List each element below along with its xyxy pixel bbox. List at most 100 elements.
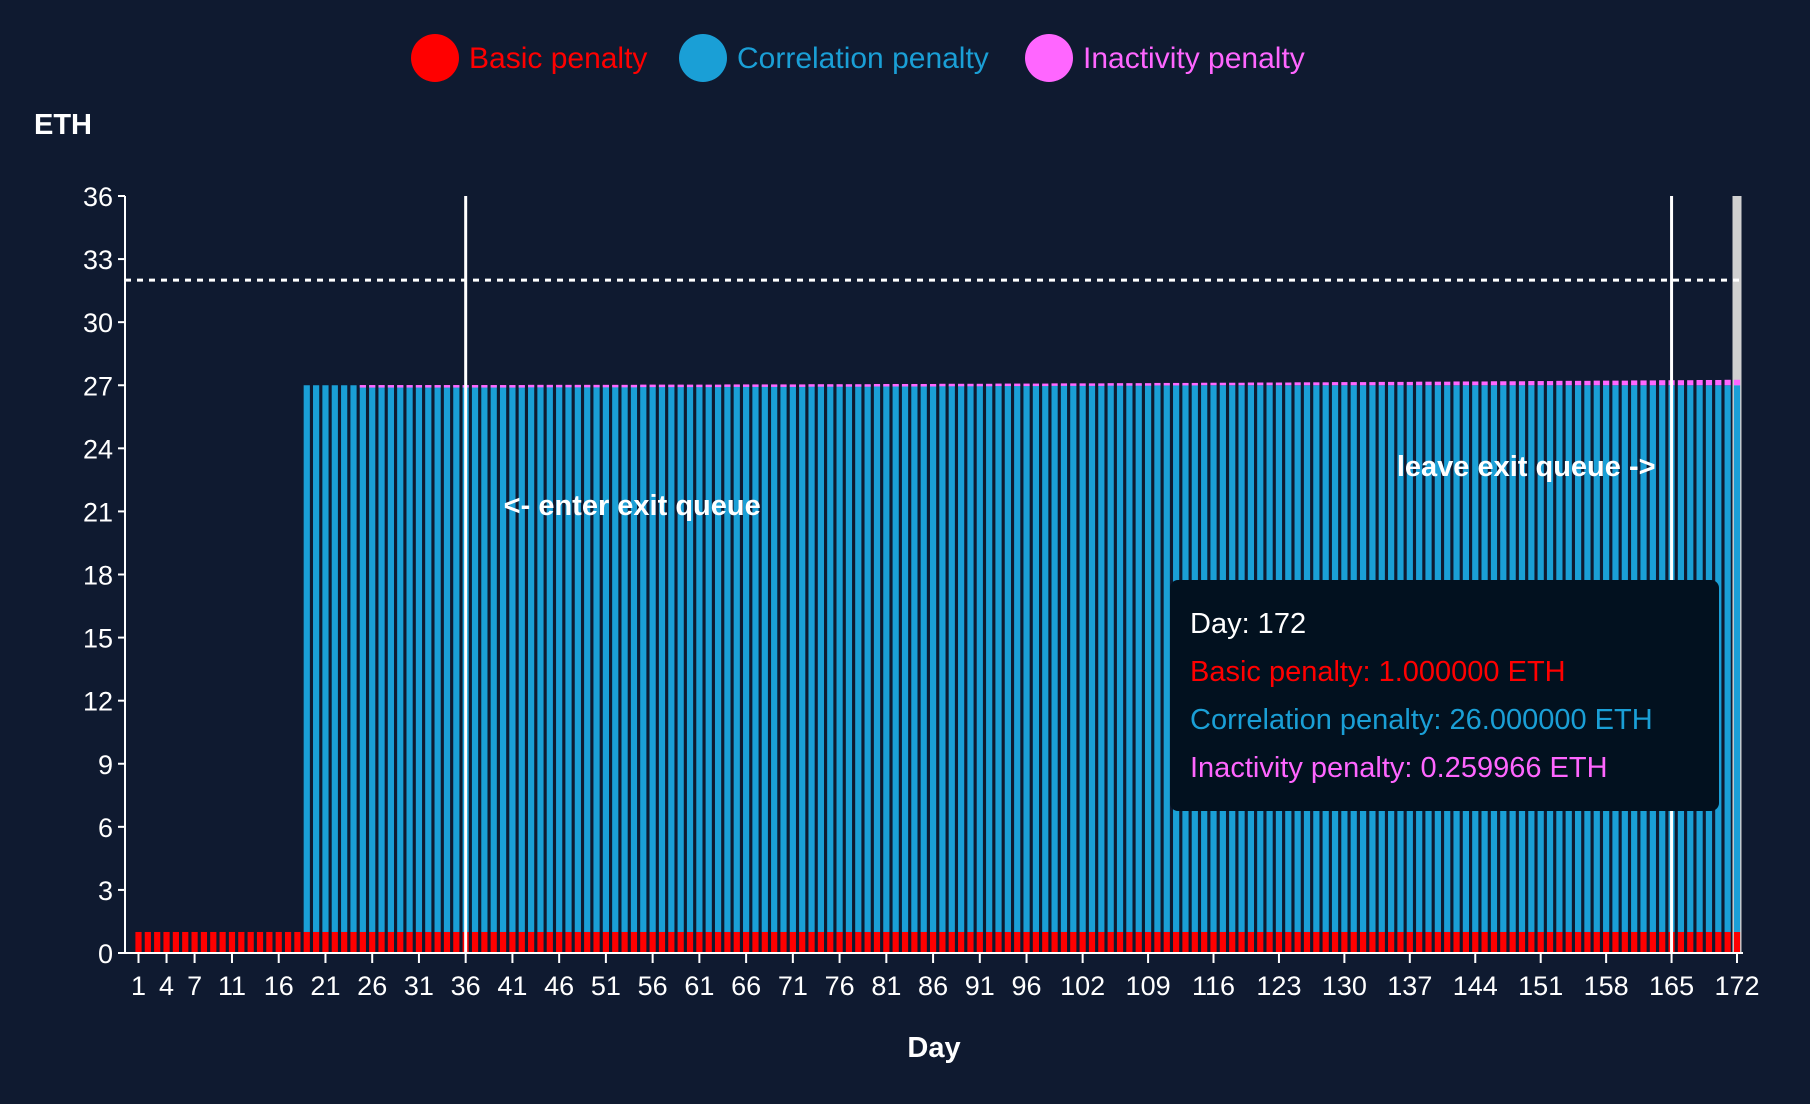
bar-day-111-basic[interactable]: [1163, 931, 1170, 953]
bar-day-151-inactivity[interactable]: [1537, 381, 1544, 386]
bar-day-52-basic[interactable]: [612, 931, 619, 953]
bar-day-84-basic[interactable]: [911, 931, 918, 953]
bar-day-41-correlation[interactable]: [509, 385, 516, 932]
bar-day-130-basic[interactable]: [1341, 931, 1348, 953]
bar-day-67-basic[interactable]: [752, 931, 759, 953]
bar-day-39-basic[interactable]: [490, 931, 497, 953]
bar-day-147-inactivity[interactable]: [1500, 381, 1507, 386]
bar-day-73-correlation[interactable]: [808, 385, 815, 932]
bar-day-31-basic[interactable]: [415, 931, 423, 953]
bar-day-167-basic[interactable]: [1687, 931, 1694, 953]
bar-day-118-inactivity[interactable]: [1229, 382, 1236, 386]
bar-day-1-basic[interactable]: [135, 931, 142, 953]
bar-day-51-correlation[interactable]: [602, 385, 609, 932]
bar-day-65-basic[interactable]: [733, 931, 740, 953]
bar-day-100-correlation[interactable]: [1060, 385, 1068, 932]
bar-day-28-correlation[interactable]: [387, 385, 394, 932]
bar-day-47-basic[interactable]: [565, 931, 572, 953]
bar-day-6-basic[interactable]: [182, 931, 189, 953]
bar-day-62-inactivity[interactable]: [705, 384, 712, 388]
bar-day-71-correlation[interactable]: [789, 385, 796, 932]
bar-day-144-inactivity[interactable]: [1472, 381, 1479, 386]
bar-day-138-inactivity[interactable]: [1416, 381, 1423, 386]
bar-day-86-inactivity[interactable]: [929, 383, 937, 387]
bar-day-67-inactivity[interactable]: [752, 384, 759, 387]
bar-day-141-basic[interactable]: [1444, 931, 1451, 953]
bar-day-152-basic[interactable]: [1546, 931, 1554, 953]
bar-day-97-basic[interactable]: [1032, 931, 1040, 953]
bar-day-125-basic[interactable]: [1294, 931, 1301, 953]
bar-day-31-correlation[interactable]: [415, 385, 423, 932]
bar-day-76-basic[interactable]: [836, 931, 843, 953]
bar-day-5-basic[interactable]: [172, 931, 179, 953]
bar-day-100-basic[interactable]: [1060, 931, 1068, 953]
legend-label-2[interactable]: Inactivity penalty: [1083, 42, 1305, 75]
bar-day-10-basic[interactable]: [219, 931, 226, 953]
bar-day-32-basic[interactable]: [425, 931, 432, 953]
bar-day-103-inactivity[interactable]: [1088, 383, 1096, 386]
bar-day-64-inactivity[interactable]: [724, 384, 731, 387]
bar-day-45-inactivity[interactable]: [546, 384, 553, 388]
bar-day-15-basic[interactable]: [266, 931, 273, 953]
bar-day-159-basic[interactable]: [1612, 931, 1619, 953]
bar-day-19-basic[interactable]: [303, 931, 310, 953]
bar-day-48-basic[interactable]: [574, 931, 581, 953]
bar-day-132-inactivity[interactable]: [1359, 382, 1367, 386]
bar-day-56-correlation[interactable]: [649, 385, 656, 932]
bar-day-64-basic[interactable]: [724, 931, 731, 953]
bar-day-68-correlation[interactable]: [761, 385, 768, 932]
bar-day-96-basic[interactable]: [1023, 931, 1030, 953]
bar-day-66-inactivity[interactable]: [743, 384, 750, 387]
bar-day-20-basic[interactable]: [313, 931, 320, 953]
bar-day-74-inactivity[interactable]: [817, 384, 825, 387]
bar-day-158-inactivity[interactable]: [1603, 380, 1610, 386]
bar-day-98-basic[interactable]: [1042, 931, 1049, 953]
bar-day-76-correlation[interactable]: [836, 385, 843, 932]
bar-day-141-inactivity[interactable]: [1444, 381, 1451, 386]
bar-day-148-inactivity[interactable]: [1509, 381, 1516, 386]
bar-day-70-correlation[interactable]: [780, 385, 787, 932]
bar-day-110-basic[interactable]: [1154, 931, 1161, 953]
bar-day-125-inactivity[interactable]: [1294, 382, 1301, 386]
bar-day-49-basic[interactable]: [584, 931, 591, 953]
bar-day-80-basic[interactable]: [873, 931, 881, 953]
bar-day-131-inactivity[interactable]: [1350, 382, 1357, 386]
bar-day-46-basic[interactable]: [556, 931, 563, 953]
bar-day-33-basic[interactable]: [434, 931, 441, 953]
bar-day-23-basic[interactable]: [341, 931, 348, 953]
bar-day-13-basic[interactable]: [247, 931, 254, 953]
bar-day-74-correlation[interactable]: [817, 385, 825, 932]
bar-day-163-inactivity[interactable]: [1649, 380, 1656, 386]
bar-day-95-basic[interactable]: [1014, 931, 1021, 953]
bar-day-11-basic[interactable]: [228, 931, 236, 953]
bar-day-83-basic[interactable]: [901, 931, 909, 953]
bar-day-92-basic[interactable]: [986, 931, 993, 953]
bar-day-17-basic[interactable]: [284, 931, 292, 953]
bar-day-82-inactivity[interactable]: [892, 383, 899, 387]
bar-day-38-correlation[interactable]: [481, 385, 488, 932]
bar-day-58-basic[interactable]: [668, 931, 675, 953]
bar-day-53-inactivity[interactable]: [621, 384, 628, 388]
bar-day-156-inactivity[interactable]: [1584, 380, 1591, 386]
bar-day-105-correlation[interactable]: [1107, 385, 1114, 932]
bar-day-61-inactivity[interactable]: [696, 384, 703, 388]
bar-day-80-correlation[interactable]: [873, 385, 881, 932]
bar-day-85-inactivity[interactable]: [920, 383, 927, 387]
bar-day-34-basic[interactable]: [443, 931, 451, 953]
bar-day-81-basic[interactable]: [883, 931, 890, 953]
bar-day-132-basic[interactable]: [1359, 931, 1367, 953]
bar-day-82-basic[interactable]: [892, 931, 899, 953]
bar-day-112-basic[interactable]: [1173, 931, 1180, 953]
bar-day-39-inactivity[interactable]: [490, 385, 497, 388]
bar-day-133-basic[interactable]: [1369, 931, 1376, 953]
bar-day-87-basic[interactable]: [939, 931, 946, 953]
bar-day-128-inactivity[interactable]: [1322, 382, 1329, 386]
bar-day-49-correlation[interactable]: [584, 385, 591, 932]
bar-day-104-inactivity[interactable]: [1098, 383, 1105, 386]
bar-day-94-inactivity[interactable]: [1004, 383, 1011, 387]
bar-day-90-correlation[interactable]: [967, 385, 974, 932]
bar-day-58-inactivity[interactable]: [668, 384, 675, 388]
bar-day-38-basic[interactable]: [481, 931, 488, 953]
bar-day-71-basic[interactable]: [789, 931, 796, 953]
bar-day-146-inactivity[interactable]: [1490, 381, 1498, 386]
